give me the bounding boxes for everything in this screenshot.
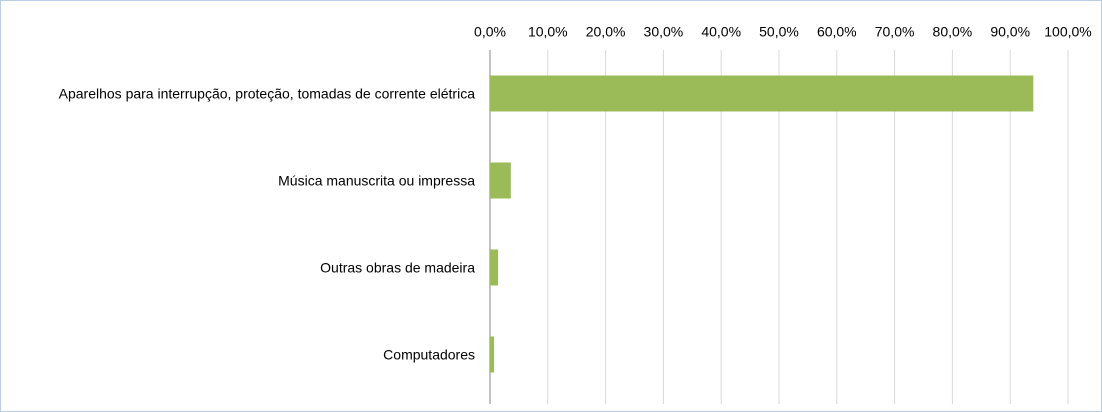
y-tick-label: Música manuscrita ou impressa [278,172,475,188]
x-tick-label: 40,0% [701,24,741,40]
bar [490,249,499,286]
x-tick-label: 90,0% [990,24,1030,40]
bar [490,336,495,373]
x-tick-label: 50,0% [759,24,799,40]
x-tick-label: 70,0% [875,24,915,40]
x-tick-label: 100,0% [1044,24,1091,40]
x-tick-label: 60,0% [817,24,857,40]
x-tick-label: 30,0% [644,24,684,40]
bar [490,75,1034,112]
y-tick-label: Aparelhos para interrupção, proteção, to… [58,85,475,101]
bar [490,162,511,199]
x-tick-label: 10,0% [528,24,568,40]
y-tick-label: Outras obras de madeira [320,259,475,275]
x-tick-label: 80,0% [933,24,973,40]
x-tick-label: 20,0% [586,24,626,40]
y-tick-label: Computadores [383,346,475,362]
x-tick-label: 0,0% [474,24,506,40]
